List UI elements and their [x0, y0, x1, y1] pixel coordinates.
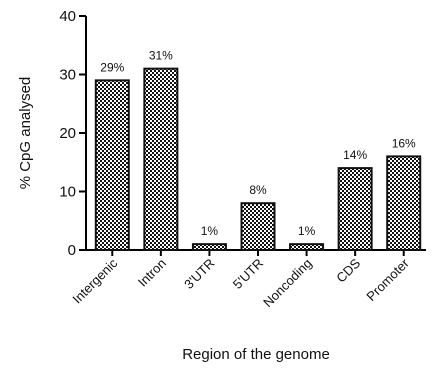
x-tick-label: Intergenic	[69, 255, 120, 306]
bars	[94, 67, 422, 252]
data-label: 14%	[343, 148, 367, 162]
x-tick-label: Noncoding	[260, 256, 315, 311]
data-label: 8%	[249, 183, 267, 197]
data-label: 31%	[149, 49, 173, 63]
data-label: 1%	[298, 224, 316, 238]
y-tick-label: 30	[59, 67, 76, 84]
y-axis-title: % CpG analysed	[17, 77, 34, 190]
bar	[143, 67, 179, 252]
bar	[94, 79, 130, 251]
x-tick-label: 5'UTR	[230, 256, 266, 292]
x-tick-label: Promoter	[363, 255, 412, 304]
y-axis: 0 10 20 30 40	[59, 8, 87, 259]
x-tick-label: 3'UTR	[181, 256, 217, 292]
y-tick-label: 10	[59, 184, 76, 201]
data-label: 16%	[392, 136, 416, 150]
x-tick-label: CDS	[333, 255, 363, 285]
data-label: 29%	[100, 60, 124, 74]
y-tick-label: 20	[59, 125, 76, 142]
data-labels: 29% 31% 1% 8% 1% 14% 16%	[100, 49, 416, 238]
x-axis-title: Region of the genome	[182, 346, 330, 363]
bar	[191, 243, 227, 251]
bar	[337, 167, 373, 252]
bar	[240, 202, 276, 251]
x-tick-label: Intron	[135, 256, 169, 290]
bar	[386, 155, 422, 251]
y-tick-label: 0	[68, 242, 76, 259]
data-label: 1%	[201, 224, 219, 238]
bar	[289, 243, 325, 251]
y-tick-label: 40	[59, 8, 76, 25]
